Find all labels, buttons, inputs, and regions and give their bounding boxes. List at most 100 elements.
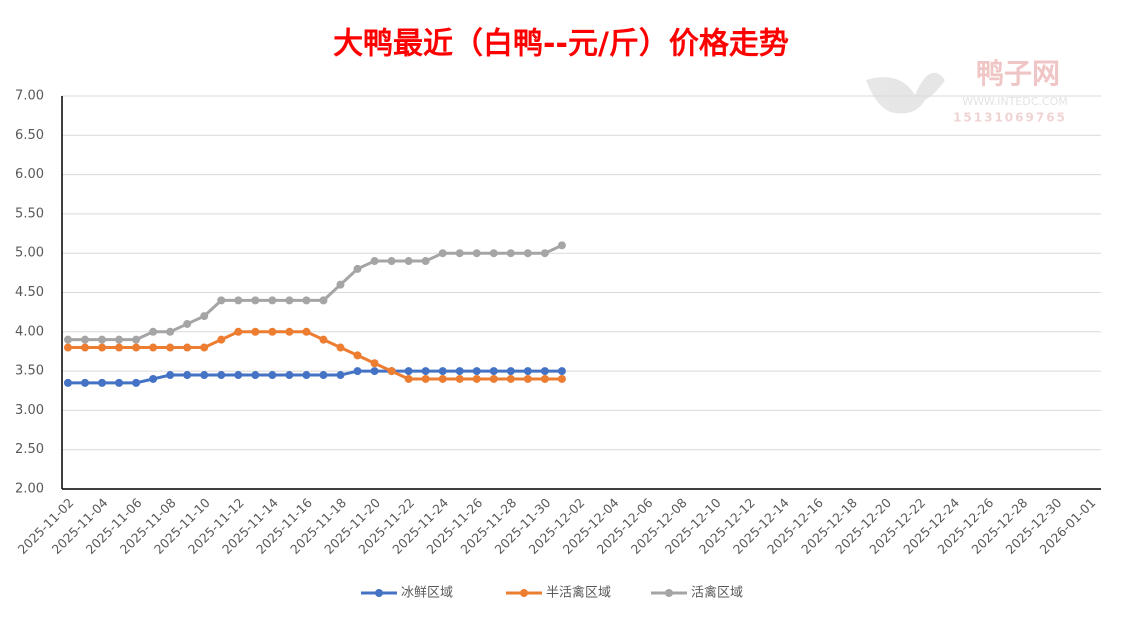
point (404, 374, 413, 383)
y-tick-label: 2.00 (15, 482, 44, 497)
y-tick-label: 5.00 (15, 246, 44, 261)
chart-title: 大鸭最近（白鸭--元/斤）价格走势 (333, 27, 789, 62)
point (353, 351, 362, 360)
point (387, 257, 396, 266)
point (80, 343, 89, 352)
point (251, 327, 260, 336)
point (540, 367, 549, 376)
watermark-site: WWW.INTEDC.COM (962, 95, 1067, 108)
point (472, 249, 481, 258)
point (149, 343, 158, 352)
point (251, 296, 260, 305)
point (149, 374, 158, 383)
point (115, 378, 124, 387)
point (506, 249, 515, 258)
point (132, 335, 141, 344)
watermark: 鸭子网 WWW.INTEDC.COM 15131069765 (866, 57, 1068, 125)
point (336, 343, 345, 352)
point (438, 367, 447, 376)
point (472, 374, 481, 383)
point (353, 264, 362, 273)
legend-marker (520, 589, 528, 597)
point (98, 343, 107, 352)
point (489, 249, 498, 258)
point (251, 371, 260, 380)
point (166, 343, 175, 352)
series (63, 241, 566, 344)
y-tick-label: 5.50 (15, 206, 44, 221)
point (63, 335, 72, 344)
y-tick-label: 4.00 (15, 324, 44, 339)
legend-label: 冰鲜区域 (401, 586, 453, 601)
series (63, 327, 566, 383)
y-tick-label: 6.50 (15, 128, 44, 143)
point (523, 374, 532, 383)
point (370, 359, 379, 368)
point (63, 343, 72, 352)
point (455, 374, 464, 383)
point (370, 257, 379, 266)
point (234, 327, 243, 336)
point (80, 335, 89, 344)
y-tick-label: 2.50 (15, 442, 44, 457)
y-tick-label: 3.50 (15, 364, 44, 379)
point (98, 378, 107, 387)
point (63, 378, 72, 387)
point (319, 335, 328, 344)
point (183, 319, 192, 328)
point (183, 371, 192, 380)
point (540, 249, 549, 258)
watermark-phone: 15131069765 (953, 111, 1067, 125)
point (166, 371, 175, 380)
point (540, 374, 549, 383)
legend-label: 半活禽区域 (546, 585, 611, 601)
y-tick-label: 4.50 (15, 285, 44, 300)
point (132, 378, 141, 387)
point (234, 371, 243, 380)
point (404, 257, 413, 266)
point (132, 343, 141, 352)
point (115, 335, 124, 344)
point (268, 371, 277, 380)
point (200, 312, 209, 321)
point (421, 257, 430, 266)
point (217, 296, 226, 305)
point (149, 327, 158, 336)
y-tick-label: 6.00 (15, 167, 44, 182)
point (285, 327, 294, 336)
point (404, 367, 413, 376)
point (557, 241, 566, 250)
point (387, 367, 396, 376)
point (523, 249, 532, 258)
point (438, 249, 447, 258)
point (98, 335, 107, 344)
point (472, 367, 481, 376)
point (217, 371, 226, 380)
y-tick-label: 3.00 (15, 403, 44, 418)
point (285, 371, 294, 380)
point (353, 367, 362, 376)
point (370, 367, 379, 376)
point (455, 367, 464, 376)
point (183, 343, 192, 352)
point (421, 367, 430, 376)
point (268, 327, 277, 336)
point (506, 367, 515, 376)
point (200, 371, 209, 380)
watermark-brand: 鸭子网 (976, 57, 1060, 90)
legend-item: 活禽区域 (651, 585, 743, 601)
point (234, 296, 243, 305)
point (319, 296, 328, 305)
legend-item: 半活禽区域 (506, 585, 611, 601)
point (421, 374, 430, 383)
point (285, 296, 294, 305)
point (302, 327, 311, 336)
point (166, 327, 175, 336)
legend-item: 冰鲜区域 (361, 586, 453, 601)
legend-marker (665, 589, 673, 597)
y-tick-label: 7.00 (15, 89, 44, 104)
point (506, 374, 515, 383)
watermark-logo (866, 72, 945, 114)
